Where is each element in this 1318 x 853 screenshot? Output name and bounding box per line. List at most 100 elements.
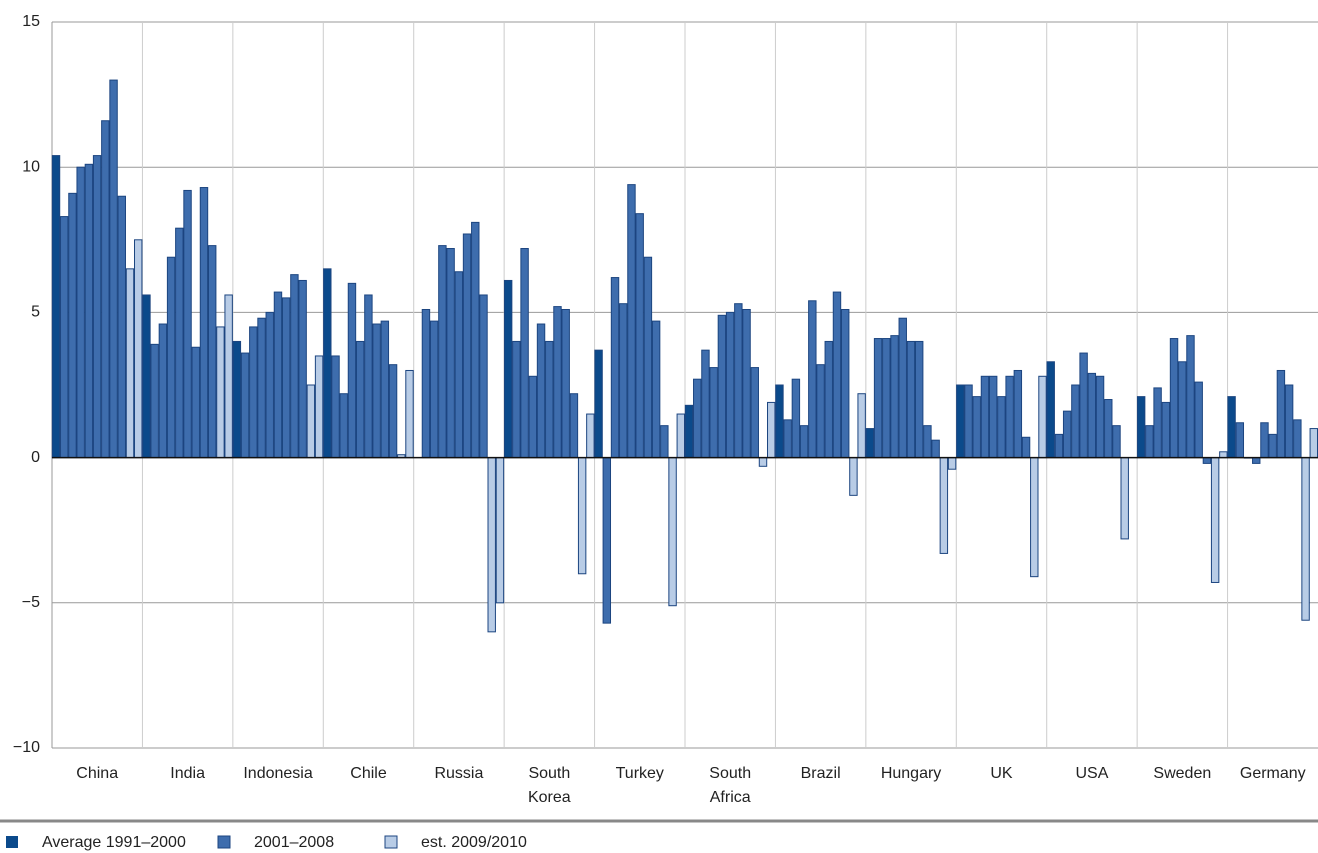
bar (956, 384, 965, 459)
bar (290, 274, 299, 459)
bar (701, 349, 710, 459)
bar (487, 457, 496, 633)
bar (1186, 335, 1195, 459)
bar (199, 187, 209, 459)
legend-swatch (6, 836, 18, 848)
bar (577, 457, 587, 575)
bar (372, 323, 381, 459)
bar (314, 355, 324, 459)
bar (1260, 422, 1269, 459)
bar (479, 294, 488, 459)
bar (1153, 387, 1162, 459)
bar (536, 323, 546, 459)
bar (166, 256, 176, 459)
bar (76, 166, 85, 459)
x-tick-label: Brazil (800, 765, 841, 782)
bar (68, 192, 77, 459)
bar (1071, 384, 1080, 459)
bar (561, 308, 570, 459)
bar (495, 457, 505, 604)
bar (158, 323, 168, 459)
bar (1095, 375, 1105, 459)
bar (964, 384, 973, 459)
bar (865, 428, 875, 459)
y-tick-label: 15 (22, 13, 40, 30)
bar (1145, 425, 1154, 459)
bar (512, 340, 521, 459)
bar (150, 343, 159, 459)
bar (273, 291, 283, 459)
bar (462, 233, 472, 459)
x-tick-label: Germany (1239, 765, 1306, 782)
bar (923, 425, 932, 459)
bar (1038, 375, 1047, 459)
bar (1202, 457, 1212, 464)
bar (610, 277, 620, 459)
bar (388, 364, 398, 459)
bar (594, 349, 603, 459)
bar (914, 340, 924, 459)
bar (1219, 451, 1228, 459)
bar (224, 294, 233, 459)
bar (709, 367, 718, 459)
bar (849, 457, 858, 496)
bar (569, 393, 579, 459)
bar (1161, 401, 1171, 459)
bar (1293, 419, 1302, 459)
bar (791, 378, 801, 459)
bar (939, 457, 949, 554)
x-tick-label: India (170, 765, 205, 782)
bar (60, 216, 69, 459)
x-tick-label: South Africa (709, 765, 752, 806)
bar (627, 184, 636, 459)
bar (183, 189, 192, 459)
x-tick-label: Sweden (1153, 765, 1212, 782)
bar (693, 378, 702, 459)
bar (347, 282, 357, 459)
bar (997, 396, 1006, 459)
x-tick-label: China (76, 765, 119, 782)
bar (471, 221, 480, 459)
bar (775, 384, 784, 459)
bar (1079, 352, 1088, 459)
bar (783, 419, 792, 459)
bar (668, 457, 677, 607)
bar (125, 268, 135, 459)
bar (1046, 361, 1055, 459)
bar (1268, 433, 1277, 459)
bar (824, 340, 833, 459)
bar (1235, 422, 1245, 459)
bar (323, 268, 332, 459)
x-tick-label: Indonesia (243, 765, 313, 782)
bar (676, 413, 686, 459)
bar (265, 311, 274, 459)
bar (857, 393, 866, 459)
bar (1054, 433, 1064, 459)
bar (421, 308, 431, 459)
bar (808, 300, 817, 459)
bar (1062, 410, 1072, 459)
bar (1120, 457, 1129, 540)
bar (1309, 428, 1318, 459)
x-tick-label: South Korea (527, 765, 571, 806)
bar (988, 375, 998, 459)
bar (405, 369, 414, 459)
legend-swatch (384, 835, 398, 849)
bar (947, 457, 957, 470)
bar (429, 320, 439, 459)
bar (1210, 457, 1220, 583)
bar (1030, 457, 1039, 578)
bar (717, 314, 727, 459)
bar (890, 335, 899, 459)
x-tick-label: Russia (434, 765, 484, 782)
bar (1169, 338, 1179, 459)
bar (281, 297, 291, 459)
bar (331, 355, 340, 459)
legend-swatch (217, 835, 231, 849)
bar (816, 364, 825, 459)
y-tick-label: 5 (31, 304, 40, 321)
bar (438, 245, 447, 459)
bar (734, 303, 743, 459)
legend-label: est. 2009/2010 (421, 834, 527, 851)
